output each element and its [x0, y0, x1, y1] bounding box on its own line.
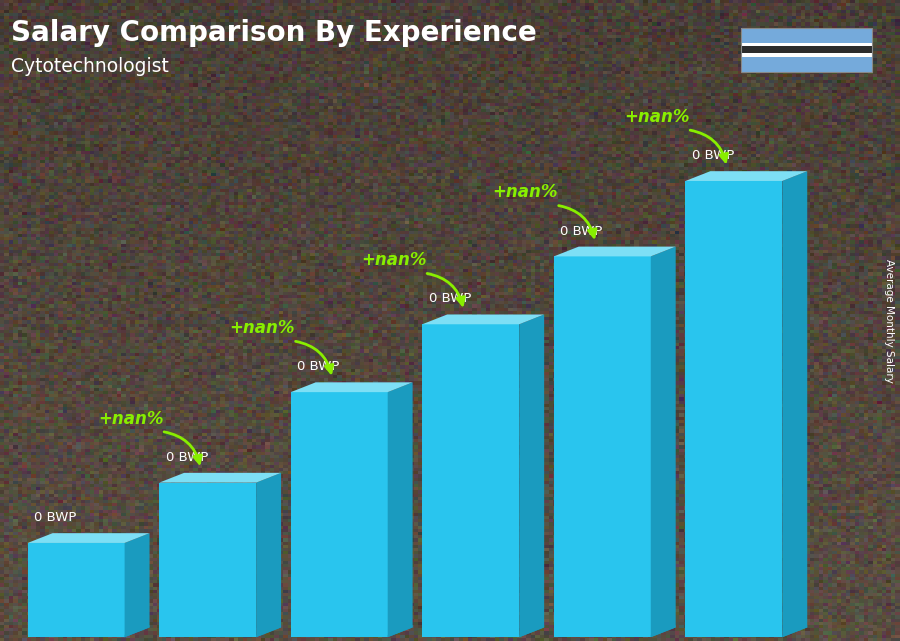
- Polygon shape: [686, 171, 807, 181]
- Polygon shape: [422, 315, 544, 324]
- Polygon shape: [28, 533, 149, 543]
- Text: Cytotechnologist: Cytotechnologist: [11, 56, 169, 76]
- Text: +nan%: +nan%: [492, 183, 558, 201]
- Text: +nan%: +nan%: [625, 108, 689, 126]
- Text: Salary Comparison By Experience: Salary Comparison By Experience: [11, 19, 536, 47]
- Polygon shape: [124, 625, 149, 637]
- Polygon shape: [256, 473, 281, 637]
- Text: 0 BWP: 0 BWP: [297, 360, 339, 373]
- Bar: [741, 28, 872, 72]
- Text: 0 BWP: 0 BWP: [166, 451, 208, 464]
- Bar: [741, 53, 872, 56]
- Text: +nan%: +nan%: [98, 410, 164, 428]
- Text: Average Monthly Salary: Average Monthly Salary: [884, 258, 894, 383]
- Polygon shape: [388, 382, 412, 637]
- Text: +nan%: +nan%: [230, 319, 295, 337]
- Polygon shape: [159, 483, 256, 637]
- Polygon shape: [291, 382, 412, 392]
- Polygon shape: [651, 247, 676, 637]
- Polygon shape: [519, 315, 544, 637]
- Polygon shape: [159, 473, 281, 483]
- Text: 0 BWP: 0 BWP: [692, 149, 734, 162]
- Polygon shape: [519, 625, 544, 637]
- Bar: [741, 43, 872, 46]
- Bar: [741, 56, 872, 72]
- Bar: [741, 46, 872, 53]
- Polygon shape: [124, 533, 149, 637]
- Polygon shape: [388, 625, 412, 637]
- Polygon shape: [28, 543, 124, 637]
- Text: +nan%: +nan%: [361, 251, 427, 269]
- Text: 0 BWP: 0 BWP: [561, 224, 603, 238]
- Text: 0 BWP: 0 BWP: [34, 511, 76, 524]
- Polygon shape: [554, 247, 676, 256]
- Polygon shape: [782, 625, 807, 637]
- Bar: [741, 28, 872, 43]
- Polygon shape: [291, 392, 388, 637]
- Polygon shape: [686, 181, 782, 637]
- Polygon shape: [782, 171, 807, 637]
- Text: 0 BWP: 0 BWP: [428, 292, 472, 305]
- Polygon shape: [422, 324, 519, 637]
- Polygon shape: [651, 625, 676, 637]
- Polygon shape: [256, 625, 281, 637]
- Polygon shape: [554, 256, 651, 637]
